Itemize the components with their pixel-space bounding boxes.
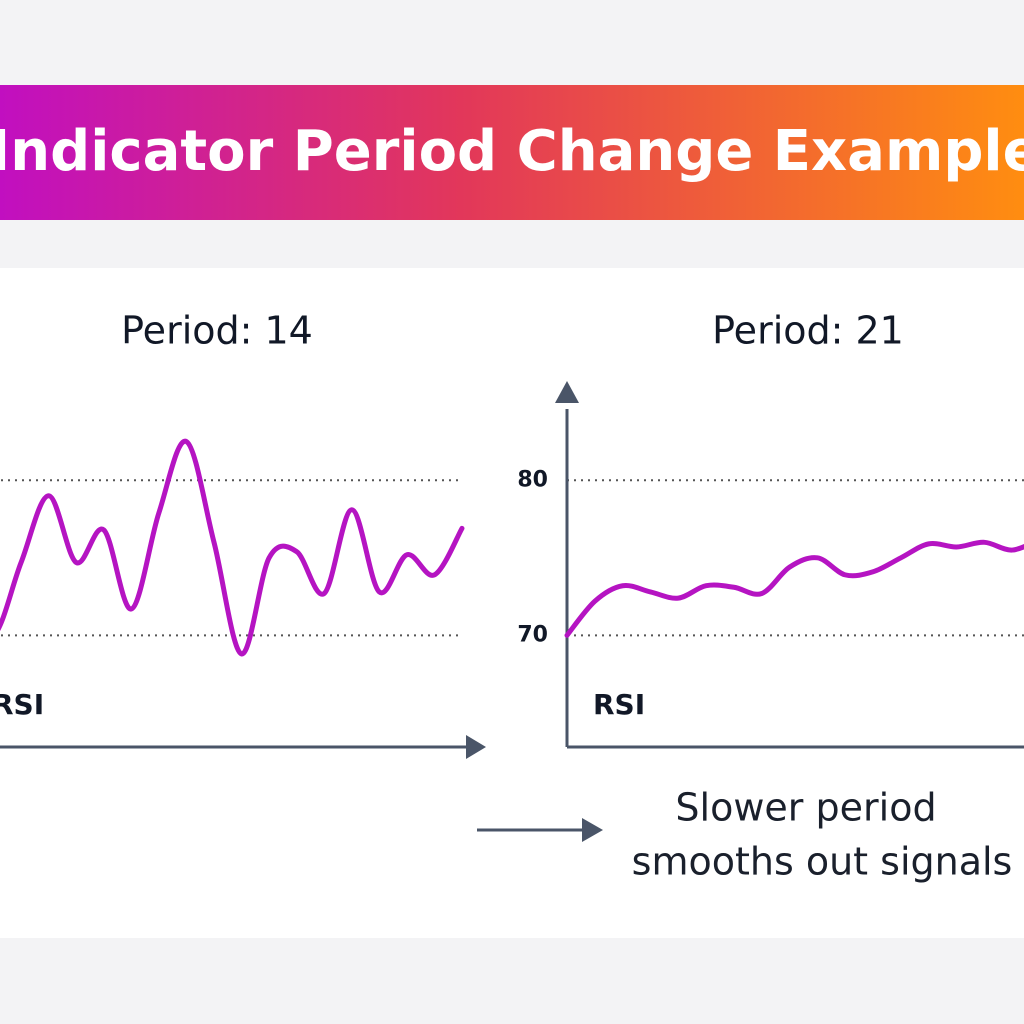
page-title: Indicator Period Change Example bbox=[0, 119, 1024, 184]
chart-panel bbox=[0, 268, 1024, 938]
rsi-line bbox=[0, 439, 465, 657]
chart-title: Period: 21 bbox=[712, 309, 904, 353]
x-axis-arrowhead bbox=[466, 735, 486, 759]
y-tick-label: 80 bbox=[517, 467, 548, 492]
y-axis-label: RSI bbox=[0, 688, 44, 721]
caption-arrowhead bbox=[582, 818, 603, 842]
caption-line: smooths out signals bbox=[632, 840, 1013, 884]
y-axis-label: RSI bbox=[593, 688, 645, 721]
rsi-line bbox=[564, 539, 1024, 638]
y-axis-arrowhead bbox=[555, 381, 579, 403]
y-tick-label: 70 bbox=[517, 622, 548, 647]
chart-title: Period: 14 bbox=[121, 309, 313, 353]
title-banner bbox=[0, 85, 1024, 220]
caption-line: Slower period bbox=[675, 786, 936, 830]
